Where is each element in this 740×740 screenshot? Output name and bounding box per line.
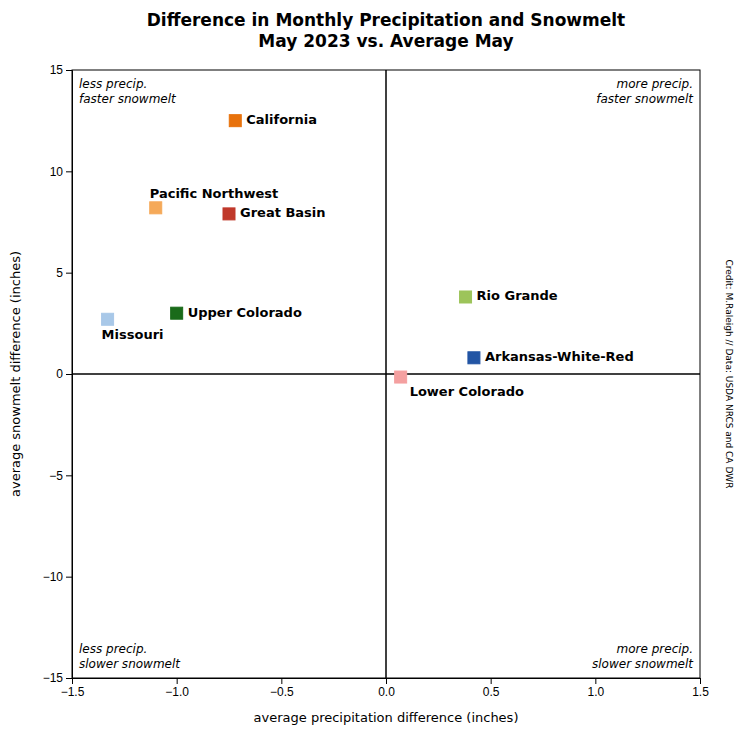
y-tick-label: 0 [56,367,63,381]
point-labels: California Pacific Northwest Great Basin Up… [102,112,634,398]
x-tick: 1.5 [692,678,709,699]
point [223,208,235,220]
quadrant-label: more precip.faster snowmelt [596,77,694,106]
x-axis-line [73,679,701,685]
y-tick: −15 [43,671,72,685]
x-axis: −1.5 −1.0 −0.5 0.0 0.5 1.0 1.5 [61,678,710,699]
y-tick-label: 5 [56,266,63,280]
x-tick-mark [177,678,178,684]
x-tick-label: −1.5 [61,685,85,699]
point-label: Pacific Northwest [150,186,278,201]
text-line: faster snowmelt [596,92,694,106]
y-tick-mark [66,577,72,578]
x-tick-mark [595,678,596,684]
x-tick: 1.0 [587,678,604,699]
point-label: Great Basin [240,205,326,220]
x-tick-label: −0.5 [270,685,294,699]
point [468,352,480,364]
y-tick-mark [66,273,72,274]
y-tick-mark [66,678,72,679]
y-tick: 15 [50,63,72,77]
point [229,115,241,127]
point [395,371,407,383]
point-label: Rio Grande [477,288,558,303]
point-label: Lower Colorado [410,384,524,399]
point-label: California [246,112,317,127]
y-tick-label: −5 [49,469,63,483]
x-tick: 0.5 [483,678,500,699]
y-tick-mark [66,374,72,375]
point [171,307,183,319]
x-tick: −1.0 [165,678,189,699]
y-tick-mark [66,171,72,172]
text-line: less precip. [79,77,147,91]
y-tick: 5 [56,266,72,280]
x-tick: −0.5 [270,678,294,699]
title: Difference in Monthly Precipitation and … [147,10,626,51]
y-tick: −5 [49,469,72,483]
x-tick-label: 0.5 [483,685,500,699]
y-tick-label: −10 [43,570,64,584]
y-tick-mark [66,475,72,476]
x-tick: −1.5 [61,678,85,699]
reference-lines [72,70,700,678]
text-line: more precip. [617,642,693,656]
quadrant-labels: less precip.faster snowmeltmore precip.f… [79,77,694,671]
y-tick: 10 [50,165,72,179]
credit: Credit: M.Raleigh // Data: USDA NRCS and… [724,260,734,489]
x-tick-label: −1.0 [165,685,189,699]
x-tick-label: 0.0 [378,685,395,699]
quadrant-label: less precip.faster snowmelt [79,77,177,106]
chart: −1.5 −1.0 −0.5 0.0 0.5 1.0 1.5 −15 −10 −5 0 5 10 15 Ca… [0,0,740,740]
point [150,202,162,214]
x-tick: 0.0 [378,678,395,699]
y-tick-label: 10 [50,165,64,179]
x-tick-mark [491,678,492,684]
x-axis-title: average precipitation difference (inches… [254,710,519,725]
quadrant-label: less precip.slower snowmelt [79,642,181,671]
reference-line [385,70,387,678]
x-tick-label: 1.5 [692,685,709,699]
x-tick-label: 1.0 [587,685,604,699]
text-line: less precip. [79,642,147,656]
y-tick: 0 [56,367,72,381]
point-label: Arkansas-White-Red [485,349,634,364]
points [102,115,480,383]
text-line: more precip. [617,77,693,91]
y-tick-label: −15 [43,671,64,685]
point-label: Missouri [102,327,164,342]
y-axis-title: average snowmelt difference (inches) [8,251,23,497]
plot-frame [72,70,700,678]
y-tick: −10 [43,570,72,584]
x-tick-mark [700,678,701,684]
text-line: slower snowmelt [79,657,181,671]
point-label: Upper Colorado [188,305,302,320]
text-line: faster snowmelt [79,92,177,106]
text-line: slower snowmelt [592,657,694,671]
y-tick-mark [66,70,72,71]
point [460,291,472,303]
y-tick-label: 15 [50,63,64,77]
text-line: Difference in Monthly Precipitation and … [147,10,626,30]
point [102,313,114,325]
text-line: May 2023 vs. Average May [258,31,513,51]
x-tick-mark [386,678,387,684]
y-axis: −15 −10 −5 0 5 10 15 [43,63,73,685]
x-tick-mark [281,678,282,684]
quadrant-label: more precip.slower snowmelt [592,642,694,671]
